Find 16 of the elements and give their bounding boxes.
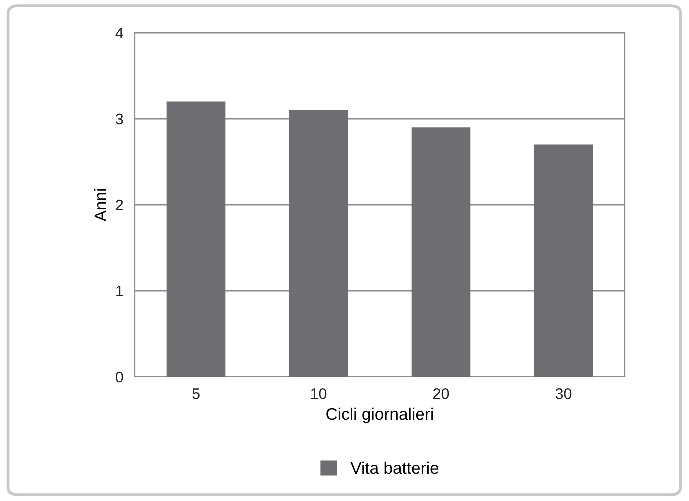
bar <box>412 128 471 377</box>
bar <box>166 102 226 377</box>
x-tick-label: 5 <box>192 388 200 400</box>
x-tick-label: 30 <box>556 388 572 400</box>
x-tick-label: 20 <box>434 388 450 400</box>
y-tick-label: 3 <box>116 114 124 125</box>
x-axis-title: Cicli giornalieri <box>326 408 434 424</box>
y-tick-label: 4 <box>116 28 124 39</box>
y-tick-label: 1 <box>116 286 124 297</box>
x-tick-label: 10 <box>311 388 327 400</box>
bar <box>289 110 348 377</box>
legend-label: Vita batterie <box>350 462 439 474</box>
y-tick-label: 2 <box>116 200 124 211</box>
y-tick-label: 0 <box>116 372 124 383</box>
y-axis-title: Anni <box>94 189 106 222</box>
bar <box>534 144 594 377</box>
